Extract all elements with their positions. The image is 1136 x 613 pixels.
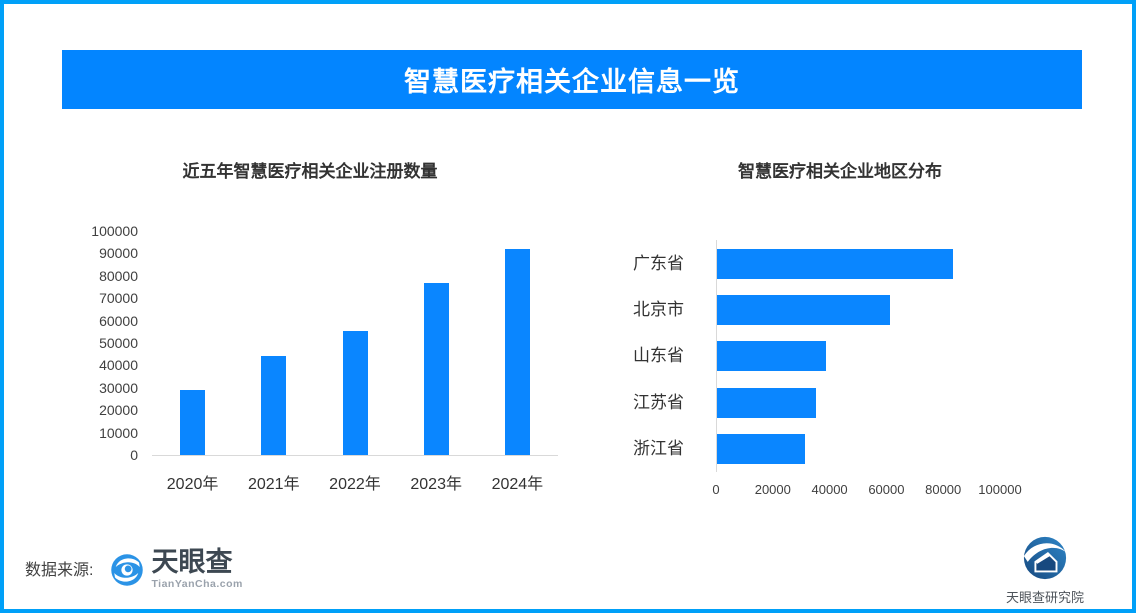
x-tick-label: 60000 [868, 482, 905, 497]
hbar-浙江省 [717, 433, 806, 464]
y-tick-label: 70000 [99, 290, 138, 307]
page-title: 智慧医疗相关企业信息一览 [404, 67, 740, 97]
x-tick-label: 80000 [925, 482, 962, 497]
data-source-row: 数据来源: 天眼查 TianYanCha.com [25, 544, 243, 604]
y-tick-label: 60000 [99, 312, 138, 329]
registrations-chart-title: 近五年智慧医疗相关企业注册数量 [182, 162, 438, 181]
y-tick-label: 40000 [99, 357, 138, 374]
y-tick-label: 50000 [99, 335, 138, 351]
x-tick-label: 2021年 [247, 476, 300, 493]
category-label: 浙江省 [633, 438, 684, 458]
y-tick-label: 80000 [99, 267, 138, 284]
research-institute-logo: 天眼查研究院 [990, 535, 1100, 606]
column-bar-2022年 [342, 330, 368, 455]
registrations-chart-yaxis: 0 10000 20000 30000 40000 50000 60000 70000 8000… [64, 223, 138, 463]
registrations-chart-xaxis: 2020年 2021年 2022年 2023年 2024年 [152, 470, 558, 493]
x-tick-label: 100000 [978, 482, 1022, 497]
regions-chart-xaxis: 0 20000 40000 60000 80000 100000 [604, 482, 1104, 502]
tianyancha-url: TianYanCha.com [151, 578, 243, 590]
category-label: 广东省 [633, 254, 684, 273]
hbar-北京市 [717, 295, 891, 326]
tianyancha-logo: 天眼查 TianYanCha.com [109, 544, 242, 590]
y-tick-label: 100000 [91, 223, 138, 239]
column-bar-2020年 [180, 390, 206, 455]
regions-chart-category-labels: 广东省北京市山东省江苏省浙江省 [580, 240, 700, 472]
x-tick-label: 2023年 [410, 476, 462, 493]
regions-chart-plot [716, 240, 1001, 472]
tianyancha-logo-text: 天眼查 TianYanCha.com [151, 544, 242, 590]
x-tick-label: 20000 [754, 482, 791, 497]
research-institute-icon [1023, 536, 1067, 580]
y-tick-label: 90000 [99, 245, 138, 262]
y-tick-label: 10000 [99, 424, 138, 441]
category-label: 山东省 [633, 346, 684, 366]
hbar-广东省 [717, 249, 953, 279]
hbar-江苏省 [717, 387, 817, 418]
x-tick-label: 0 [712, 482, 720, 497]
tianyancha-eye-icon [111, 554, 144, 586]
title-banner: 智慧医疗相关企业信息一览 [62, 50, 1082, 109]
category-label: 北京市 [633, 300, 684, 320]
regions-chart-title: 智慧医疗相关企业地区分布 [738, 162, 942, 181]
column-bar-2024年 [504, 248, 530, 455]
x-tick-label: 2024年 [491, 476, 544, 493]
category-label: 江苏省 [633, 392, 684, 412]
registrations-chart-plot [152, 231, 558, 456]
research-institute-name: 天眼查研究院 [1005, 590, 1084, 605]
x-tick-label: 40000 [811, 482, 848, 497]
column-bar-2021年 [261, 356, 287, 455]
data-source-label: 数据来源: [25, 562, 94, 579]
tianyancha-name: 天眼查 [151, 547, 233, 577]
y-tick-label: 0 [130, 447, 138, 463]
x-tick-label: 2020年 [166, 476, 219, 493]
y-tick-label: 30000 [99, 379, 138, 396]
x-tick-label: 2022年 [329, 476, 381, 493]
y-tick-label: 20000 [99, 402, 138, 419]
column-bar-2023年 [423, 282, 449, 455]
hbar-山东省 [717, 341, 827, 372]
